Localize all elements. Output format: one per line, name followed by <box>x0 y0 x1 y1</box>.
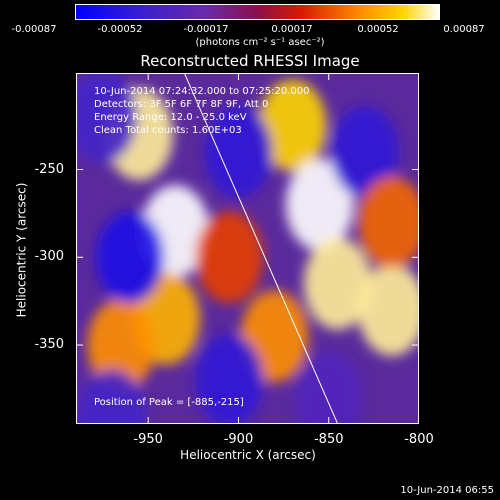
heatmap-source-5 <box>285 158 354 251</box>
peak-position-label: Position of Peak = [-885,-215] <box>94 397 244 408</box>
annotation-detectors: Detectors: 3F 5F 6F 7F 8F 9F, Att 0 <box>94 99 269 110</box>
heatmap-source-12 <box>204 105 273 198</box>
annotation-time-range: 10-Jun-2014 07:24:32.000 to 07:25:20.000 <box>94 86 310 97</box>
colorbar-tick-label: 0.00052 <box>357 24 399 35</box>
heatmap-source-16 <box>78 369 147 424</box>
heatmap-source-3 <box>87 299 156 392</box>
y-axis-label: Heliocentric Y (arcsec) <box>14 182 29 318</box>
heatmap-plot <box>76 73 419 424</box>
footer-timestamp: 10-Jun-2014 06:55 <box>400 485 494 496</box>
heatmap-source-13 <box>195 334 264 424</box>
x-tick-label: -850 <box>313 432 344 447</box>
colorbar-tick-label: -0.00087 <box>11 24 57 35</box>
heatmap-source-17 <box>357 176 419 269</box>
y-tick-label: -350 <box>34 337 64 353</box>
annotation-energy-range: Energy Range: 12.0 - 25.0 keV <box>94 112 247 123</box>
y-tick-label: -300 <box>34 249 64 265</box>
colorbar-tick-label: -0.00052 <box>97 24 143 35</box>
heatmap-source-11 <box>76 73 138 163</box>
colorbar-unit: (photons cm⁻² s⁻¹ asec⁻²) <box>195 37 325 48</box>
colorbar-tick-label: 0.00087 <box>443 24 485 35</box>
heatmap-source-15 <box>294 351 363 424</box>
x-tick-label: -800 <box>404 432 434 447</box>
heatmap-source-6 <box>303 237 372 330</box>
solar-limb-line <box>183 73 339 424</box>
chart-title: Reconstructed RHESSI Image <box>140 52 360 70</box>
plot-frame <box>76 73 419 424</box>
heatmap-source-4 <box>258 79 327 172</box>
heatmap-source-9 <box>195 211 264 304</box>
colorbar <box>75 4 440 20</box>
heatmap-source-8 <box>357 263 419 356</box>
colorbar-tick-label: 0.00017 <box>271 24 313 35</box>
x-tick-label: -900 <box>223 432 254 447</box>
heatmap-source-14 <box>330 105 399 198</box>
x-tick-label: -950 <box>133 432 163 447</box>
annotation-clean-counts: Clean Total counts: 1.60E+03 <box>94 125 242 136</box>
x-axis-label: Heliocentric X (arcsec) <box>180 448 316 462</box>
colorbar-tick-label: -0.00017 <box>183 24 229 35</box>
heatmap-source-10 <box>96 211 165 304</box>
y-tick-label: -250 <box>34 161 64 177</box>
